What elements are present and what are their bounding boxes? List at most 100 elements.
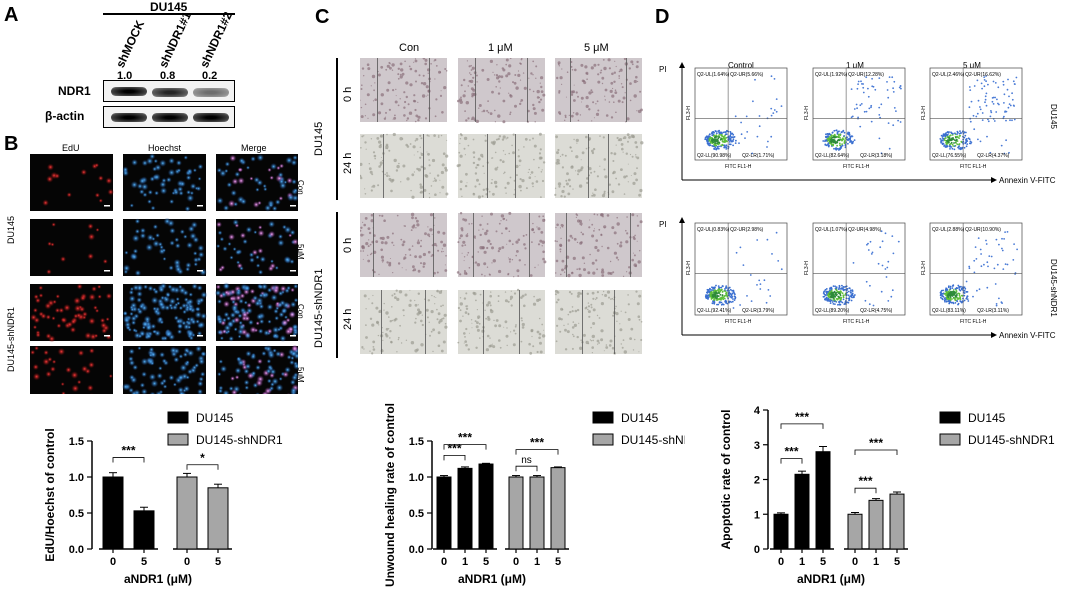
event-dot — [1003, 93, 1006, 96]
event-dot — [989, 115, 992, 118]
significance-bracket — [515, 449, 559, 455]
event-dot — [856, 87, 859, 90]
event-dot — [714, 135, 717, 138]
cell-dot — [429, 172, 431, 174]
cell-dot — [604, 175, 608, 179]
scale-bar — [290, 335, 296, 337]
cell-dot — [436, 289, 439, 293]
cell-dot — [598, 228, 601, 231]
cell-dot — [467, 117, 470, 120]
cell-nucleus — [237, 177, 245, 185]
x-tick-label: 5 — [555, 556, 561, 568]
cell-dot — [525, 187, 528, 190]
cell-dot — [360, 115, 364, 119]
cell-dot — [629, 337, 632, 340]
inner-x-label: FITC FL1-H — [843, 319, 870, 325]
cell-dot — [625, 175, 628, 178]
cell-nucleus — [63, 303, 71, 312]
event-dot — [833, 291, 835, 294]
cell-dot — [591, 223, 594, 226]
cell-nucleus — [267, 265, 274, 272]
cell-dot — [501, 246, 505, 249]
cell-nucleus — [140, 388, 148, 394]
cell-nucleus — [55, 294, 61, 299]
cell-dot — [570, 114, 574, 118]
event-dot — [842, 298, 845, 301]
cell-dot — [422, 82, 427, 86]
event-dot — [758, 279, 761, 282]
cell-dot — [497, 250, 500, 253]
event-dot — [993, 267, 996, 270]
cell-nucleus — [215, 284, 221, 290]
y-tick-label: 4 — [754, 405, 761, 417]
cell-nucleus — [93, 333, 99, 338]
cell-dot — [377, 111, 382, 115]
cell-dot — [536, 89, 540, 94]
event-dot — [955, 142, 957, 144]
cell-dot — [564, 348, 568, 351]
event-dot — [716, 294, 719, 297]
event-dot — [728, 141, 731, 143]
cell-dot — [399, 62, 403, 66]
cell-dot — [602, 136, 605, 139]
bar — [457, 467, 473, 550]
cell-dot — [604, 294, 608, 297]
event-dot — [1006, 88, 1009, 91]
event-dot — [956, 287, 959, 289]
cell-nucleus — [288, 310, 297, 319]
cell-dot — [386, 88, 390, 92]
cell-dot — [406, 177, 410, 181]
cell-dot — [417, 292, 420, 295]
cell-nucleus — [233, 327, 238, 332]
cell-dot — [636, 224, 640, 227]
cell-nucleus — [169, 346, 178, 355]
cell-nucleus — [30, 349, 36, 355]
cell-dot — [397, 77, 400, 80]
event-dot — [842, 294, 845, 297]
event-dot — [979, 106, 981, 108]
cell-nucleus — [193, 256, 199, 263]
event-dot — [829, 293, 831, 295]
event-dot — [948, 285, 950, 288]
cell-dot — [577, 173, 579, 176]
cell-dot — [599, 71, 602, 74]
event-dot — [716, 292, 718, 294]
cell-dot — [539, 82, 541, 84]
cell-dot — [558, 185, 561, 188]
event-dot — [767, 289, 770, 291]
event-dot — [867, 87, 869, 90]
cell-dot — [578, 273, 582, 278]
cell-nucleus — [167, 168, 176, 177]
ratio-label: 0.8 — [160, 70, 176, 82]
cell-dot — [478, 229, 480, 231]
cell-nucleus — [131, 159, 139, 166]
cell-dot — [506, 243, 508, 245]
bar — [508, 476, 524, 550]
event-dot — [947, 141, 950, 144]
group-bar — [336, 212, 338, 358]
event-dot — [713, 302, 716, 305]
cell-dot — [364, 193, 367, 195]
cell-dot — [611, 72, 614, 76]
event-dot — [833, 300, 836, 303]
event-dot — [949, 285, 952, 288]
cell-dot — [464, 154, 466, 156]
event-dot — [879, 116, 881, 119]
quadrant-ur: Q2-UR(2.98%) — [730, 227, 763, 233]
cell-dot — [482, 228, 484, 230]
event-dot — [1011, 98, 1014, 101]
event-dot — [958, 294, 961, 297]
event-dot — [945, 294, 947, 296]
cell-dot — [600, 329, 604, 333]
event-dot — [951, 143, 954, 146]
cell-dot — [367, 259, 371, 263]
cell-dot — [388, 108, 391, 111]
event-dot — [995, 238, 998, 241]
cell-dot — [471, 116, 475, 120]
cell-dot — [532, 345, 535, 348]
event-dot — [1013, 83, 1016, 85]
event-dot — [826, 293, 828, 295]
cell-dot — [475, 166, 478, 169]
cell-dot — [523, 146, 525, 148]
cell-dot — [509, 176, 512, 179]
